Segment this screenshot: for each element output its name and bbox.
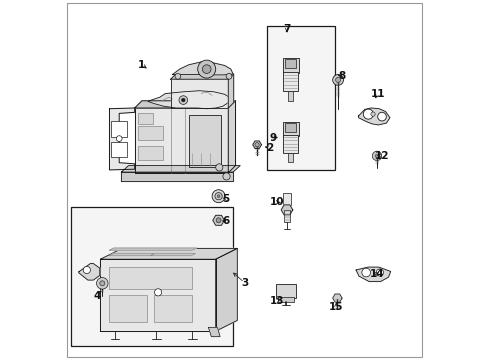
Polygon shape [208,328,220,337]
Text: 7: 7 [283,24,290,34]
Polygon shape [148,91,230,109]
Circle shape [179,96,187,104]
Text: 5: 5 [222,194,229,204]
Polygon shape [151,253,195,256]
Bar [109,295,147,322]
Bar [111,142,127,157]
Polygon shape [109,253,154,256]
Bar [283,72,297,91]
Bar [282,122,298,136]
Text: 2: 2 [265,143,273,153]
Circle shape [175,73,181,79]
Polygon shape [101,259,215,331]
Bar [282,58,298,73]
Text: 10: 10 [269,197,284,207]
Circle shape [100,281,104,286]
Text: 15: 15 [328,302,343,312]
Polygon shape [355,267,390,282]
Circle shape [377,112,386,121]
Circle shape [370,112,374,116]
Circle shape [223,173,230,180]
Polygon shape [332,294,342,302]
Circle shape [215,164,223,171]
Circle shape [371,151,381,161]
Polygon shape [358,108,389,125]
Circle shape [254,143,259,147]
Circle shape [116,136,122,141]
Polygon shape [109,248,196,250]
Polygon shape [228,74,233,108]
Polygon shape [252,141,261,148]
Bar [287,153,293,162]
Polygon shape [134,108,228,173]
Bar [266,26,335,170]
Polygon shape [101,248,237,259]
Bar [109,267,191,289]
Polygon shape [215,248,237,331]
Polygon shape [281,205,292,215]
Text: 12: 12 [374,150,388,161]
Polygon shape [109,108,134,170]
Circle shape [363,109,373,119]
Bar [138,146,163,160]
Text: 11: 11 [370,89,384,99]
Text: 8: 8 [337,71,345,81]
Polygon shape [121,172,232,181]
Bar [285,59,295,68]
Text: 9: 9 [269,132,276,143]
Polygon shape [79,264,100,280]
Bar [138,113,152,124]
Text: 6: 6 [222,216,229,226]
Bar [283,193,290,205]
Polygon shape [172,62,232,75]
Circle shape [375,269,383,276]
Circle shape [361,268,370,277]
Bar [285,123,295,132]
Polygon shape [212,215,224,225]
Circle shape [197,60,215,78]
Circle shape [202,65,211,73]
Circle shape [374,154,378,158]
Bar [277,297,293,302]
Circle shape [215,193,222,200]
Bar [138,126,163,140]
Circle shape [335,77,340,82]
Text: 1: 1 [138,60,145,70]
Text: 4: 4 [93,291,101,301]
Bar [71,207,232,346]
Circle shape [83,266,90,274]
Polygon shape [121,166,240,172]
Circle shape [217,195,220,198]
Text: 3: 3 [241,278,247,288]
Bar [284,210,289,222]
Text: 13: 13 [269,296,284,306]
Circle shape [225,73,231,79]
Bar [188,115,221,167]
Bar [111,121,127,137]
Bar [287,91,293,101]
Text: 14: 14 [369,269,384,279]
Polygon shape [170,74,233,79]
Circle shape [212,190,224,203]
Circle shape [332,75,343,85]
Bar [275,284,295,298]
Circle shape [181,98,185,102]
Polygon shape [228,101,235,173]
Bar [153,295,191,322]
Circle shape [154,289,162,296]
Polygon shape [134,101,235,108]
Circle shape [96,278,108,289]
Polygon shape [170,79,228,108]
Bar [283,135,297,153]
Circle shape [216,218,221,223]
